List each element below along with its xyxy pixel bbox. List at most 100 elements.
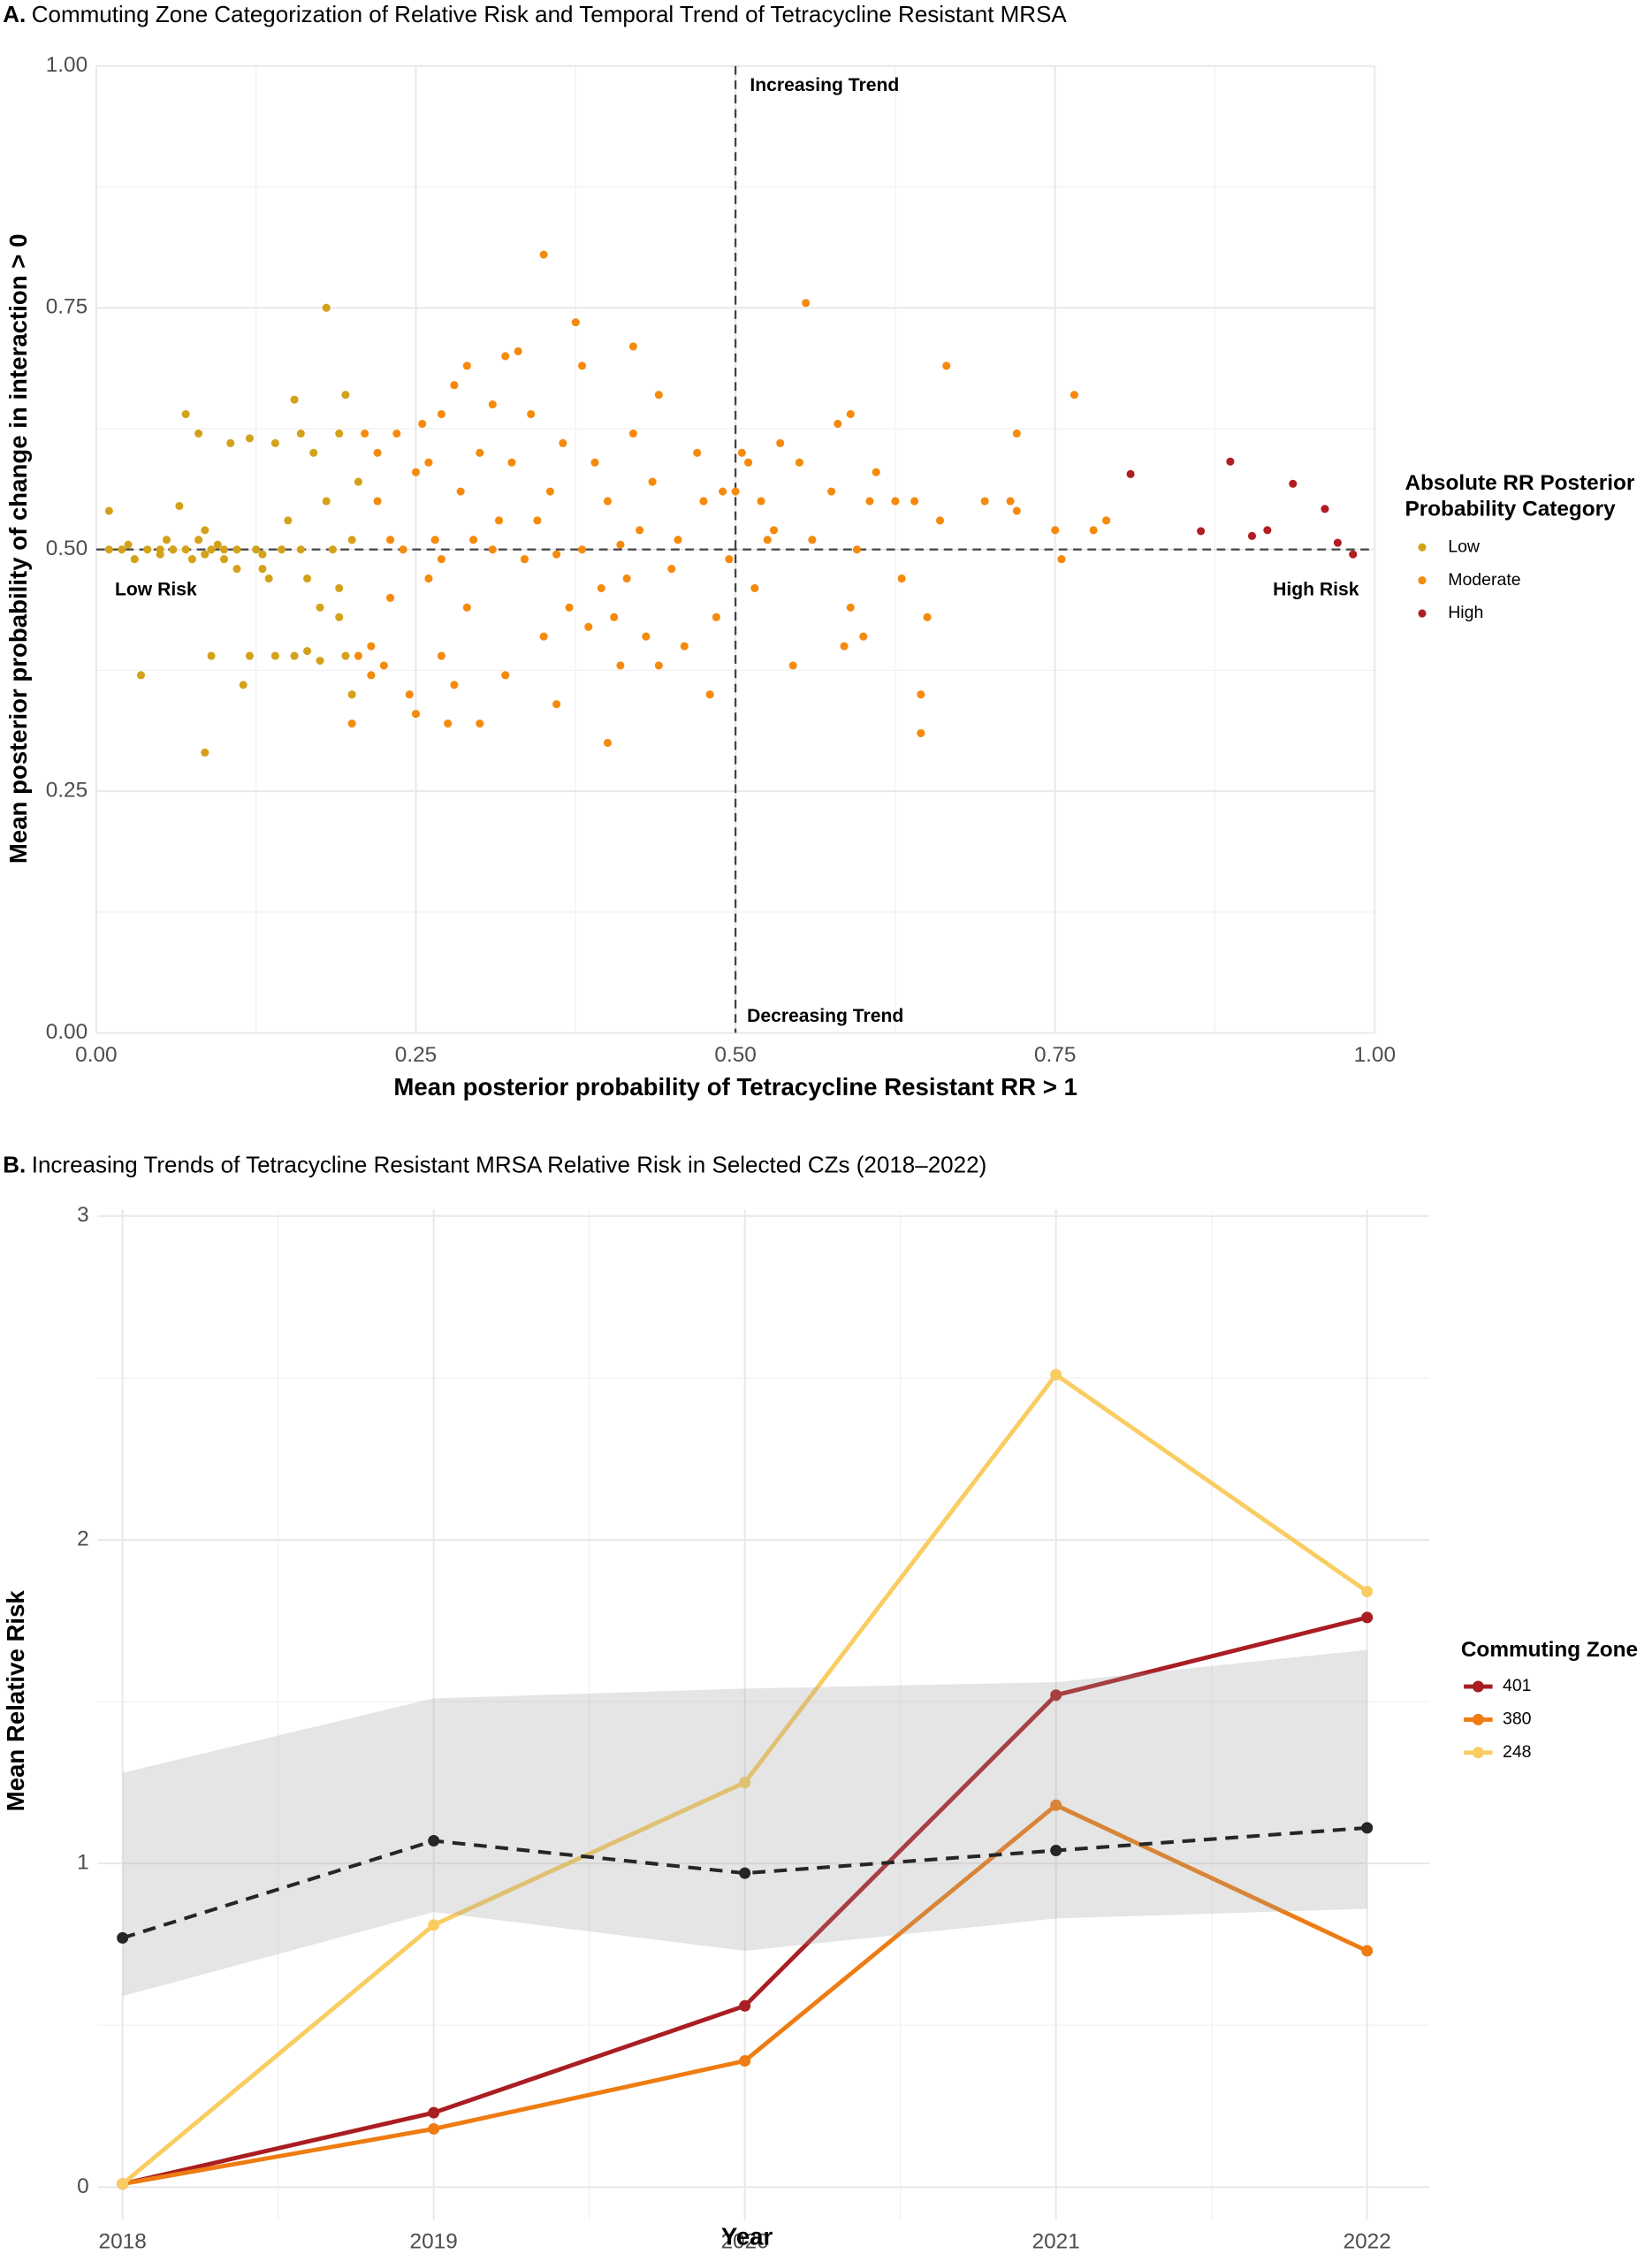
point xyxy=(373,448,382,457)
point xyxy=(834,419,842,429)
point xyxy=(469,536,478,544)
y-tick-label: 0.50 xyxy=(46,537,88,560)
point xyxy=(130,555,139,564)
point xyxy=(980,497,989,506)
point xyxy=(156,550,164,559)
point xyxy=(201,526,209,535)
point xyxy=(559,438,567,447)
point xyxy=(373,497,382,506)
point xyxy=(846,603,855,612)
point xyxy=(354,477,362,486)
point xyxy=(428,2122,440,2135)
point xyxy=(303,574,312,583)
point xyxy=(1289,479,1298,488)
point xyxy=(693,448,702,457)
point xyxy=(354,651,362,660)
point xyxy=(603,738,613,747)
point xyxy=(1057,555,1066,564)
mean-point xyxy=(739,1867,751,1879)
point xyxy=(776,438,785,447)
point xyxy=(935,516,945,525)
point xyxy=(942,362,951,370)
point xyxy=(437,555,445,564)
x-tick-label: 1.00 xyxy=(1354,1043,1396,1067)
point xyxy=(533,516,542,525)
point xyxy=(577,362,587,370)
mean-point xyxy=(428,1835,440,1847)
point xyxy=(187,555,196,564)
point xyxy=(891,497,900,506)
point xyxy=(719,487,727,496)
y-tick-label: 3 xyxy=(77,1203,89,1227)
point xyxy=(124,540,133,549)
point xyxy=(680,642,689,651)
y-tick-label: 0.75 xyxy=(46,295,88,319)
title-b: B. Increasing Trends of Tetracycline Resi… xyxy=(3,1152,986,1178)
point xyxy=(705,690,714,699)
point xyxy=(1126,469,1135,478)
point xyxy=(840,642,849,651)
point xyxy=(846,409,855,419)
point xyxy=(213,540,222,549)
legend-label: Moderate xyxy=(1448,570,1520,590)
point xyxy=(520,555,529,564)
y-tick-label: 2 xyxy=(77,1527,89,1550)
point xyxy=(278,545,286,554)
point xyxy=(194,536,203,544)
point xyxy=(488,545,497,554)
legend-label: 248 xyxy=(1503,1742,1532,1762)
point xyxy=(1050,1689,1062,1702)
point xyxy=(1361,1611,1374,1624)
point xyxy=(565,603,574,612)
point xyxy=(808,536,817,544)
point xyxy=(181,545,190,554)
point xyxy=(296,429,305,438)
point xyxy=(411,710,421,719)
point xyxy=(239,681,247,689)
point xyxy=(910,497,919,506)
point xyxy=(309,448,318,457)
point xyxy=(667,564,676,574)
y-tick-label: 1 xyxy=(77,1851,89,1875)
point xyxy=(603,497,613,506)
point xyxy=(628,342,637,351)
annotation: Decreasing Trend xyxy=(747,1006,903,1026)
y-axis-label: Mean Relative Risk xyxy=(2,1590,29,1812)
point xyxy=(1226,457,1235,466)
point xyxy=(769,526,779,535)
point xyxy=(322,303,331,312)
x-tick-label: 2019 xyxy=(410,2229,458,2253)
panel-b: 2018 2019 2020 2021 2022 0 1 2 3 401 380 248 xyxy=(77,1203,1531,2253)
point xyxy=(386,536,395,544)
point xyxy=(450,381,459,390)
point xyxy=(232,545,241,554)
point xyxy=(270,651,279,660)
point xyxy=(424,574,433,583)
point xyxy=(744,458,753,467)
point xyxy=(648,477,657,486)
point xyxy=(494,516,504,525)
point xyxy=(590,458,599,467)
point xyxy=(545,487,554,496)
point xyxy=(725,555,734,564)
point xyxy=(501,352,510,361)
point xyxy=(865,497,874,506)
point xyxy=(1321,505,1329,514)
point xyxy=(162,536,171,544)
title-a: A. Commuting Zone Categorization of Relat… xyxy=(3,1,1067,27)
point xyxy=(252,545,261,554)
point xyxy=(552,550,561,559)
point xyxy=(143,545,152,554)
x-tick-label: 2022 xyxy=(1344,2229,1391,2253)
point xyxy=(428,2106,440,2119)
point xyxy=(219,545,229,554)
point xyxy=(437,651,445,660)
legend-marker xyxy=(1472,1713,1484,1725)
point xyxy=(284,516,293,525)
legend-title: Absolute RR Posterior xyxy=(1405,471,1634,495)
point xyxy=(859,632,868,641)
point xyxy=(571,318,580,327)
point xyxy=(117,2178,129,2190)
point xyxy=(757,497,765,506)
